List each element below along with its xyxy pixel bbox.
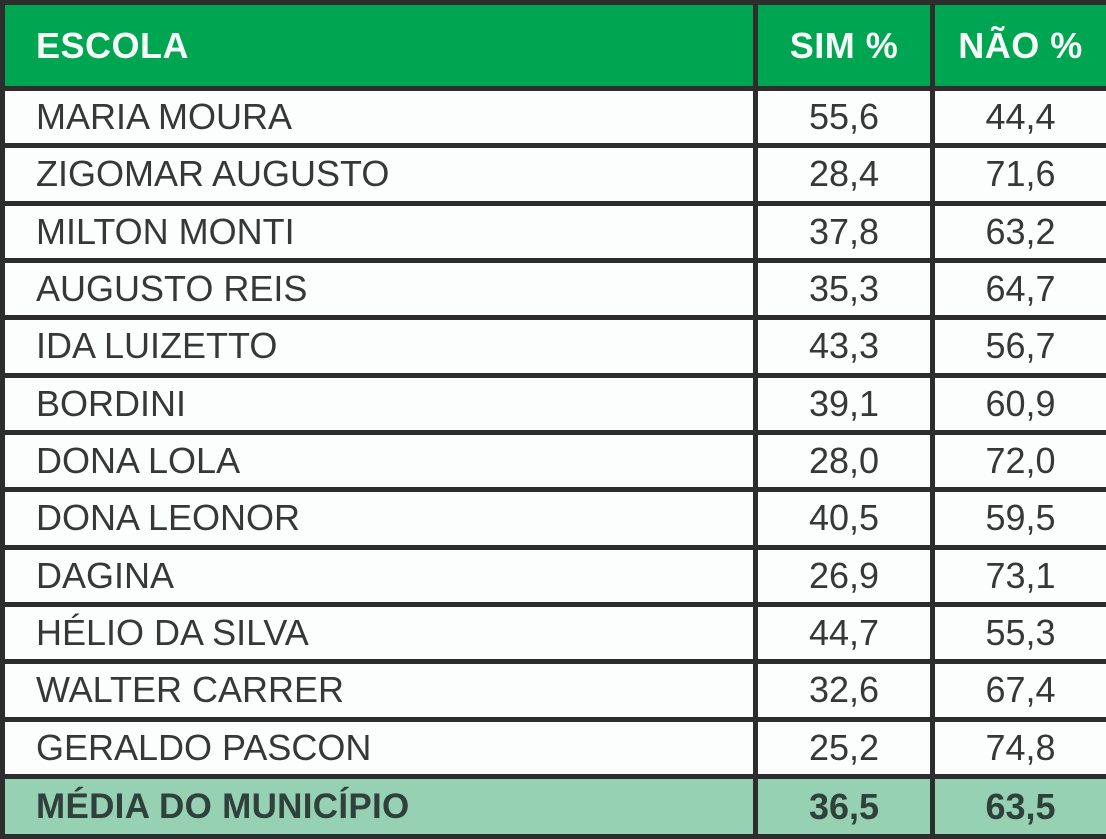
sim-value-cell: 25,2: [753, 716, 935, 780]
table-row: HÉLIO DA SILVA 44,7 55,3: [0, 601, 1106, 665]
sim-value-cell: 37,8: [753, 200, 935, 263]
nao-value-cell: 44,4: [930, 85, 1106, 149]
footer-label: MÉDIA DO MUNICÍPIO: [0, 774, 758, 839]
header-row: ESCOLA SIM % NÃO %: [0, 0, 1106, 91]
column-header-escola: ESCOLA: [0, 0, 758, 91]
nao-value-cell: 72,0: [930, 429, 1106, 493]
nao-value-cell: 59,5: [930, 487, 1106, 550]
table-row: IDA LUIZETTO 43,3 56,7: [0, 315, 1106, 378]
nao-value-cell: 71,6: [930, 143, 1106, 206]
column-header-nao: NÃO %: [930, 0, 1106, 91]
table-row: MARIA MOURA 55,6 44,4: [0, 85, 1106, 149]
table-row: DAGINA 26,9 73,1: [0, 544, 1106, 607]
nao-value-cell: 63,2: [930, 200, 1106, 263]
school-name-cell: DONA LEONOR: [0, 487, 758, 550]
footer-sim-value: 36,5: [753, 774, 935, 839]
nao-value-cell: 67,4: [930, 659, 1106, 722]
school-name-cell: DONA LOLA: [0, 429, 758, 493]
school-name-cell: HÉLIO DA SILVA: [0, 601, 758, 665]
school-name-cell: GERALDO PASCON: [0, 716, 758, 780]
table-row: DONA LEONOR 40,5 59,5: [0, 487, 1106, 550]
table-row: ZIGOMAR AUGUSTO 28,4 71,6: [0, 143, 1106, 206]
school-name-cell: IDA LUIZETTO: [0, 315, 758, 378]
school-name-cell: MILTON MONTI: [0, 200, 758, 263]
sim-value-cell: 28,4: [753, 143, 935, 206]
table-row: DONA LOLA 28,0 72,0: [0, 429, 1106, 493]
column-header-sim: SIM %: [753, 0, 935, 91]
sim-value-cell: 43,3: [753, 315, 935, 378]
sim-value-cell: 35,3: [753, 257, 935, 321]
nao-value-cell: 60,9: [930, 372, 1106, 435]
table-row: AUGUSTO REIS 35,3 64,7: [0, 257, 1106, 321]
table-footer: MÉDIA DO MUNICÍPIO 36,5 63,5: [0, 774, 1106, 839]
school-name-cell: AUGUSTO REIS: [0, 257, 758, 321]
sim-value-cell: 32,6: [753, 659, 935, 722]
school-name-cell: ZIGOMAR AUGUSTO: [0, 143, 758, 206]
sim-value-cell: 55,6: [753, 85, 935, 149]
school-name-cell: MARIA MOURA: [0, 85, 758, 149]
nao-value-cell: 74,8: [930, 716, 1106, 780]
sim-value-cell: 40,5: [753, 487, 935, 550]
footer-nao-value: 63,5: [930, 774, 1106, 839]
nao-value-cell: 55,3: [930, 601, 1106, 665]
nao-value-cell: 56,7: [930, 315, 1106, 378]
sim-value-cell: 44,7: [753, 601, 935, 665]
table-body: MARIA MOURA 55,6 44,4 ZIGOMAR AUGUSTO 28…: [0, 85, 1106, 780]
table-row: WALTER CARRER 32,6 67,4: [0, 659, 1106, 722]
footer-row: MÉDIA DO MUNICÍPIO 36,5 63,5: [0, 774, 1106, 839]
school-name-cell: WALTER CARRER: [0, 659, 758, 722]
table-row: MILTON MONTI 37,8 63,2: [0, 200, 1106, 263]
sim-value-cell: 28,0: [753, 429, 935, 493]
school-name-cell: DAGINA: [0, 544, 758, 607]
sim-value-cell: 39,1: [753, 372, 935, 435]
table-row: BORDINI 39,1 60,9: [0, 372, 1106, 435]
table-row: GERALDO PASCON 25,2 74,8: [0, 716, 1106, 780]
nao-value-cell: 73,1: [930, 544, 1106, 607]
sim-value-cell: 26,9: [753, 544, 935, 607]
nao-value-cell: 64,7: [930, 257, 1106, 321]
table-header: ESCOLA SIM % NÃO %: [0, 0, 1106, 91]
school-name-cell: BORDINI: [0, 372, 758, 435]
